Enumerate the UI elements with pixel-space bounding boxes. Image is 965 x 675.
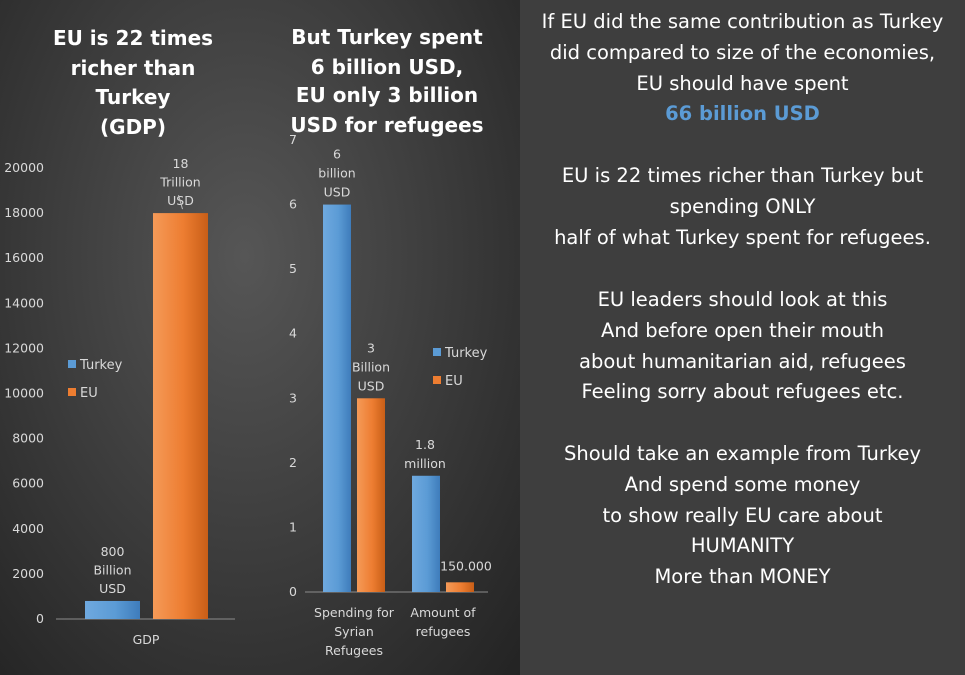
chart2-y-tick: 0 bbox=[289, 584, 297, 599]
chart1-bar-turkey bbox=[85, 600, 140, 619]
chart1-data-label: 800 bbox=[101, 544, 125, 559]
chart1-data-label: Billion bbox=[93, 562, 131, 577]
charts-svg: EU is 22 times richer than Turkey (GDP) 0 200… bbox=[4, 25, 492, 658]
message-line: EU should have spent bbox=[636, 72, 849, 95]
chart1-y-tick: 8000 bbox=[12, 431, 44, 446]
chart2-bar-eu bbox=[446, 582, 474, 592]
chart2-category-label: Spending for bbox=[314, 605, 395, 620]
chart2-category-label: refugees bbox=[416, 624, 471, 639]
message-panel: If EU did the same contribution as Turke… bbox=[520, 0, 965, 675]
highlight-amount: 66 billion USD bbox=[665, 102, 820, 125]
chart2-y-tick: 7 bbox=[289, 132, 297, 147]
message-line: to show really EU care about bbox=[602, 504, 883, 527]
chart1-y-tick: 10000 bbox=[4, 386, 44, 401]
chart2-category-label: Syrian bbox=[334, 624, 374, 639]
message-line: EU is 22 times richer than Turkey but bbox=[561, 164, 924, 187]
chart1-title-line: richer than bbox=[71, 56, 196, 80]
message-line: Feeling sorry about refugees etc. bbox=[581, 380, 904, 403]
chart1-legend-swatch-turkey bbox=[68, 360, 76, 368]
chart2-data-label: 1.8 bbox=[415, 437, 435, 452]
chart2-title-line: EU only 3 billion bbox=[296, 83, 478, 107]
message-line: EU leaders should look at this bbox=[597, 288, 888, 311]
chart1-y-tick: 16000 bbox=[4, 250, 44, 265]
chart2-title-line: But Turkey spent bbox=[291, 25, 483, 49]
message-line: More than MONEY bbox=[654, 565, 831, 588]
chart2-data-label: 3 bbox=[367, 340, 375, 355]
chart1-label-leader bbox=[178, 194, 183, 210]
chart2-legend-label: Turkey bbox=[444, 346, 488, 361]
chart1-legend-label: Turkey bbox=[79, 358, 123, 373]
chart2-data-label: Billion bbox=[352, 359, 390, 374]
chart2-title-line: USD for refugees bbox=[290, 113, 483, 137]
message-line: about humanitarian aid, refugees bbox=[579, 350, 906, 373]
chart2-legend-label: EU bbox=[445, 374, 463, 389]
message-line: half of what Turkey spent for refugees. bbox=[554, 226, 931, 249]
chart2-y-tick: 5 bbox=[289, 261, 297, 276]
message-line: And spend some money bbox=[624, 473, 861, 496]
chart1-y-tick: 12000 bbox=[4, 340, 44, 355]
chart2-category-label: Amount of bbox=[410, 605, 476, 620]
chart1-legend-swatch-eu bbox=[68, 388, 76, 396]
message-line: And before open their mouth bbox=[600, 319, 885, 342]
chart2-data-label: billion bbox=[318, 166, 355, 181]
chart2-category-label: Refugees bbox=[325, 643, 383, 658]
chart2-data-label: million bbox=[404, 456, 446, 471]
chart1-y-tick: 20000 bbox=[4, 160, 44, 175]
chart1-legend-label: EU bbox=[80, 386, 98, 401]
chart1-title-line: Turkey bbox=[96, 85, 171, 109]
chart2-title-line: 6 billion USD, bbox=[311, 55, 463, 79]
chart1-y-tick: 6000 bbox=[12, 476, 44, 491]
message-line: If EU did the same contribution as Turke… bbox=[541, 10, 944, 33]
chart2-data-label: 6 bbox=[333, 147, 341, 162]
chart2-y-tick: 4 bbox=[289, 326, 297, 341]
chart1-bar-eu bbox=[153, 213, 208, 619]
chart2-y-tick: 6 bbox=[289, 197, 297, 212]
chart1-data-label: USD bbox=[99, 581, 126, 596]
message-line: spending ONLY bbox=[669, 195, 816, 218]
chart1-y-tick: 18000 bbox=[4, 205, 44, 220]
chart2-legend-swatch-turkey bbox=[433, 348, 441, 356]
chart1-y-tick: 4000 bbox=[12, 521, 44, 536]
chart2-data-label: USD bbox=[324, 185, 351, 200]
chart1-y-tick: 2000 bbox=[12, 566, 44, 581]
chart2-bar-turkey bbox=[412, 475, 440, 592]
chart1-category-label: GDP bbox=[133, 632, 160, 647]
message-line: Should take an example from Turkey bbox=[563, 442, 922, 465]
chart1-data-label: 18 bbox=[173, 156, 189, 171]
chart2-bar-eu bbox=[357, 398, 385, 592]
chart-panel: EU is 22 times richer than Turkey (GDP) 0 200… bbox=[0, 0, 520, 675]
chart2-data-label: 150.000 bbox=[440, 558, 492, 573]
chart2-y-tick: 2 bbox=[289, 455, 297, 470]
chart2-legend-swatch-eu bbox=[433, 376, 441, 384]
chart2-y-tick: 1 bbox=[289, 519, 297, 534]
chart1-data-label: Trillion bbox=[159, 175, 200, 190]
chart1-title-line: (GDP) bbox=[100, 115, 166, 139]
chart2-data-label: USD bbox=[358, 378, 385, 393]
chart1-y-tick: 14000 bbox=[4, 295, 44, 310]
message-line: did compared to size of the economies, bbox=[549, 41, 936, 64]
chart1-y-tick: 0 bbox=[36, 611, 44, 626]
message-line: HUMANITY bbox=[690, 534, 795, 557]
chart1-title-line: EU is 22 times bbox=[53, 26, 213, 50]
chart2-bar-turkey bbox=[323, 204, 351, 593]
chart2-y-tick: 3 bbox=[289, 390, 297, 405]
